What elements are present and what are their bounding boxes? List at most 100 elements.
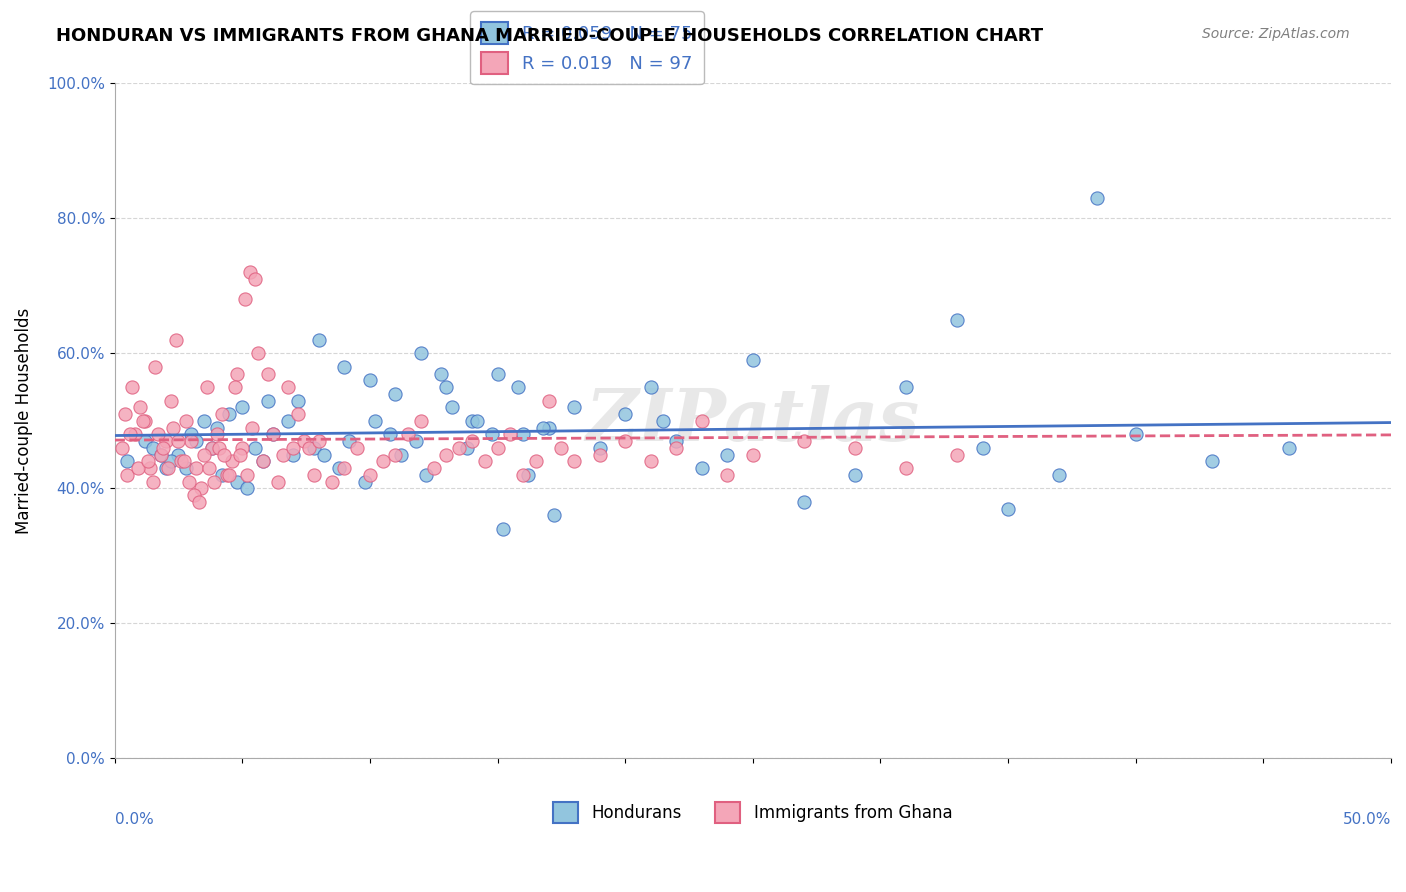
Point (201, 441, 224, 455)
Point (287, 393, 309, 408)
Point (129, 401, 152, 415)
Point (224, 380, 246, 394)
Point (716, 448, 738, 462)
Point (142, 441, 165, 455)
Point (894, 380, 917, 394)
Point (481, 427, 503, 442)
Point (231, 401, 253, 415)
Point (155, 434, 177, 449)
Text: HONDURAN VS IMMIGRANTS FROM GHANA MARRIED-COUPLE HOUSEHOLDS CORRELATION CHART: HONDURAN VS IMMIGRANTS FROM GHANA MARRIE… (56, 27, 1043, 45)
Point (384, 387, 406, 401)
Point (894, 461, 917, 475)
Point (267, 475, 290, 489)
Point (111, 441, 134, 455)
Point (339, 434, 361, 449)
Point (741, 448, 763, 462)
Point (193, 414, 215, 428)
Point (114, 407, 136, 421)
Point (690, 461, 713, 475)
Point (533, 420, 555, 434)
Point (218, 407, 240, 421)
Point (292, 434, 315, 449)
Point (440, 401, 463, 415)
Point (177, 475, 200, 489)
Point (486, 367, 509, 381)
Point (690, 414, 713, 428)
Point (1201, 454, 1223, 468)
Point (333, 461, 356, 475)
Point (517, 467, 540, 482)
Point (155, 461, 177, 475)
Point (146, 427, 169, 442)
Point (588, 448, 610, 462)
Point (465, 414, 488, 428)
Point (201, 441, 224, 455)
Point (117, 454, 139, 468)
Point (174, 461, 197, 475)
Point (524, 454, 547, 468)
Point (187, 495, 209, 509)
Point (640, 454, 662, 468)
Point (271, 448, 294, 462)
Point (1125, 427, 1147, 442)
Point (236, 481, 259, 495)
Point (262, 427, 284, 442)
Point (537, 393, 560, 408)
Point (173, 454, 195, 468)
Point (205, 427, 228, 442)
Point (239, 265, 262, 279)
Point (409, 414, 432, 428)
Point (127, 461, 149, 475)
Point (614, 434, 637, 449)
Point (302, 441, 325, 455)
Point (215, 467, 238, 482)
Point (614, 407, 637, 421)
Point (186, 461, 208, 475)
Point (198, 461, 221, 475)
Point (474, 454, 496, 468)
Point (183, 488, 205, 502)
Point (430, 367, 453, 381)
Point (211, 467, 233, 482)
Point (256, 367, 278, 381)
Point (302, 467, 325, 482)
Point (512, 427, 534, 442)
Point (243, 272, 266, 286)
Point (226, 367, 249, 381)
Point (195, 380, 218, 394)
Point (665, 441, 688, 455)
Point (997, 501, 1019, 516)
Point (283, 441, 305, 455)
Point (256, 393, 278, 408)
Point (193, 448, 215, 462)
Point (180, 434, 202, 449)
Point (1278, 441, 1301, 455)
Point (159, 393, 181, 408)
Point (186, 434, 208, 449)
Point (328, 461, 350, 475)
Point (844, 441, 866, 455)
Text: 0.0%: 0.0% (115, 813, 153, 827)
Point (243, 441, 266, 455)
Point (512, 467, 534, 482)
Point (287, 407, 309, 421)
Point (149, 448, 172, 462)
Point (121, 380, 143, 394)
Point (118, 427, 141, 442)
Point (218, 467, 240, 482)
Point (972, 441, 994, 455)
Text: Source: ZipAtlas.com: Source: ZipAtlas.com (1202, 27, 1350, 41)
Point (550, 441, 572, 455)
Point (946, 312, 969, 326)
Point (346, 441, 368, 455)
Point (321, 475, 343, 489)
Point (205, 420, 228, 434)
Point (364, 414, 387, 428)
Point (415, 467, 437, 482)
Point (793, 434, 815, 449)
Text: 50.0%: 50.0% (1343, 813, 1391, 827)
Point (844, 467, 866, 482)
Point (640, 380, 662, 394)
Point (506, 380, 529, 394)
Point (139, 461, 162, 475)
